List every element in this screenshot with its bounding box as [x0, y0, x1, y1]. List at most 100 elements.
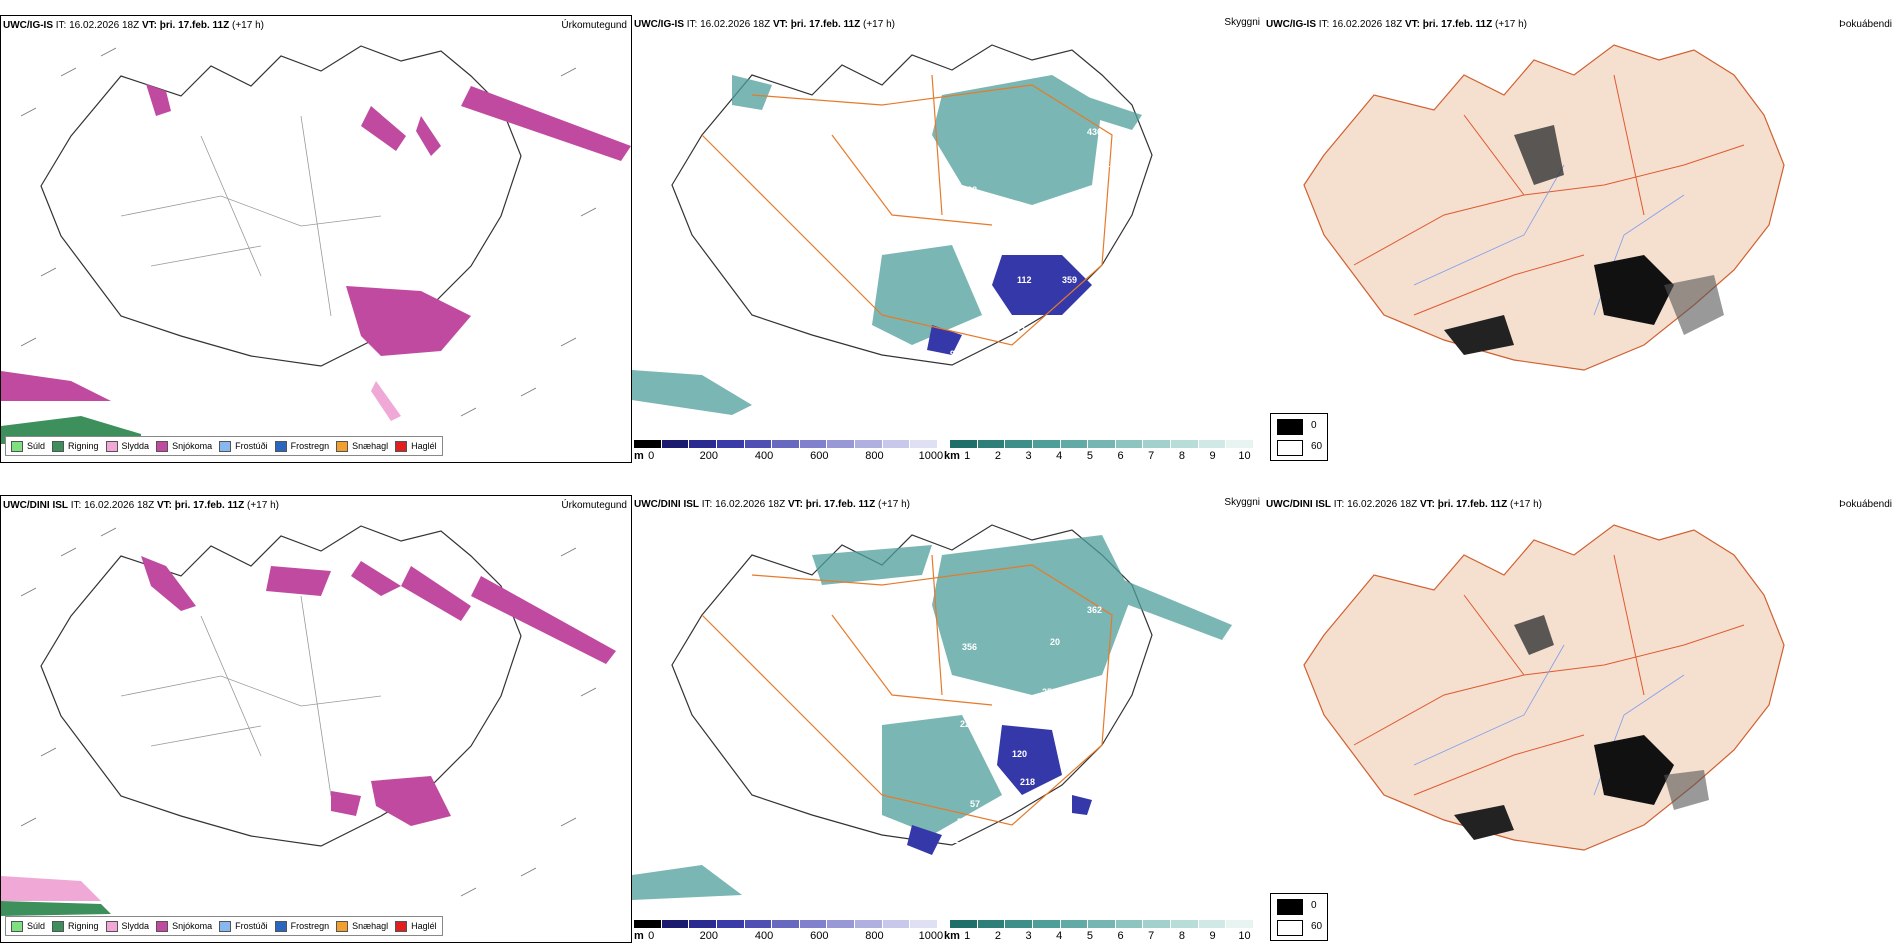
colorbar-tick-label: 0 — [648, 930, 655, 942]
ceiling-value-labels: 436 561 588 596 791 112 359 727 642 921 … — [950, 127, 1125, 359]
ceiling-colorbar — [634, 920, 939, 928]
colorbar-tick-label: 1000 — [918, 930, 944, 942]
colorbar-tick-label: 6 — [1117, 930, 1124, 942]
colorbar-tick-label: 600 — [810, 930, 829, 942]
colorbar-cell — [634, 920, 662, 928]
colorbar-cell — [1032, 440, 1061, 448]
visibility-colorbar — [950, 440, 1255, 448]
colorbar-tick-label: 4 — [1056, 450, 1063, 462]
colorbar-cell — [1198, 440, 1227, 448]
legend-item: Frostúði — [219, 920, 268, 932]
colorbar-tick-label: 9 — [1209, 930, 1216, 942]
colorbar-cell — [744, 920, 773, 928]
colorbar-tick-label: 5 — [1086, 450, 1093, 462]
fog-map-bottom — [1303, 524, 1785, 851]
colorbar-tick-label: 600 — [810, 450, 829, 462]
map-label: 642 — [1010, 325, 1025, 335]
colorbar-cell — [1060, 440, 1089, 448]
fog-legend: 0 60 — [1270, 893, 1328, 941]
panel-title: UWC/DINI ISL IT: 16.02.2026 18Z VT: þri.… — [3, 500, 279, 511]
map-label: 112 — [1017, 275, 1032, 285]
colorbar-cell — [1171, 920, 1199, 928]
fog-index-panel-bottom: Þokuábendi UWC/DINI ISL IT: 16.02.2026 1… — [1264, 495, 1900, 943]
legend-item: Snæhagl — [336, 440, 388, 452]
legend-item: Snæhagl — [336, 920, 388, 932]
legend-item: Snjókoma — [156, 440, 212, 452]
colorbar-cell — [1088, 920, 1116, 928]
colorbar-cell — [1171, 440, 1199, 448]
precip-map-top — [1, 45, 631, 444]
map-label: 594 — [1057, 787, 1072, 797]
colorbar-tick-label: 1 — [964, 930, 971, 942]
legend-item: Frostúði — [219, 440, 268, 452]
panel-title: UWC/IG-IS IT: 16.02.2026 18Z VT: þri. 17… — [1266, 19, 1527, 30]
colorbar-cell — [1198, 920, 1227, 928]
visibility-colorbar — [950, 920, 1255, 928]
colorbar-cell — [661, 440, 690, 448]
legend-item: Súld — [11, 920, 45, 932]
legend-item: Haglél — [395, 920, 437, 932]
colorbar-tick-label: 2 — [994, 930, 1001, 942]
ceiling-colorbar — [634, 440, 939, 448]
colorbar-tick-label: 10 — [1238, 930, 1251, 942]
panel-title: UWC/DINI ISL IT: 16.02.2026 18Z VT: þri.… — [634, 499, 910, 510]
fog-index-panel-top: Þokuábendi UWC/IG-IS IT: 16.02.2026 18Z … — [1264, 15, 1900, 463]
colorbar-cell — [1143, 440, 1172, 448]
colorbar-cell — [716, 920, 745, 928]
ceiling-visibility-panel-top: 436 561 588 596 791 112 359 727 642 921 … — [632, 15, 1264, 463]
colorbar-tick-label: 400 — [754, 450, 774, 462]
map-label: 561 — [1095, 159, 1110, 169]
legend-item: Slydda — [105, 440, 149, 452]
legend-item: Súld — [11, 440, 45, 452]
colorbar-tick-label: 8 — [1178, 930, 1185, 942]
colorbar-cell — [1060, 920, 1089, 928]
fog-legend-swatch-low — [1277, 920, 1303, 936]
panel-title: UWC/DINI ISL IT: 16.02.2026 18Z VT: þri.… — [1266, 499, 1542, 510]
colorbar-cell — [977, 440, 1006, 448]
colorbar-tick-label: 400 — [754, 930, 774, 942]
visibility-unit: km — [944, 930, 960, 942]
colorbar-cell — [827, 440, 856, 448]
colorbar-cell — [827, 920, 856, 928]
map-label: 596 — [1047, 209, 1062, 219]
fog-legend-low: 60 — [1311, 921, 1323, 932]
colorbar-tick-label: 0 — [648, 450, 655, 462]
ceiling-unit: m — [634, 930, 644, 942]
colorbar-tick-label: 1000 — [918, 450, 944, 462]
colorbar-cell — [977, 920, 1006, 928]
visibility-unit: km — [944, 450, 960, 462]
colorbar-cell — [1088, 440, 1116, 448]
map-label: 362 — [1087, 605, 1102, 615]
ceiling-map-bottom: 362 356 20 259 22 120 218 594 57 536 141… — [632, 524, 1232, 900]
legend-item: Rigning — [52, 440, 99, 452]
map-label: 33 — [1117, 745, 1127, 755]
panel-label: Úrkomutegund — [561, 500, 627, 511]
map-label: 90 — [1064, 337, 1074, 347]
colorbar-cell — [744, 440, 773, 448]
colorbar-tick-label: 9 — [1209, 450, 1216, 462]
panel-label: Úrkomutegund — [561, 20, 627, 31]
panel-title: UWC/IG-IS IT: 16.02.2026 18Z VT: þri. 17… — [3, 20, 264, 31]
map-label: 301 — [987, 347, 1002, 357]
colorbar-tick-label: 7 — [1148, 930, 1155, 942]
legend-item: Rigning — [52, 920, 99, 932]
colorbar-cell — [950, 440, 978, 448]
colorbar-cell — [1115, 440, 1144, 448]
panel-label: Þokuábendi — [1839, 499, 1892, 510]
fog-legend-high: 0 — [1311, 900, 1317, 911]
precip-legend: Súld Rigning Slydda Snjókoma Frostúði Fr… — [5, 916, 443, 936]
colorbar-cell — [1005, 440, 1033, 448]
colorbar-cell — [799, 440, 828, 448]
legend-item: Frostregn — [274, 920, 329, 932]
map-label: 536 — [957, 817, 972, 827]
map-label: 259 — [1042, 687, 1057, 697]
precip-type-panel-bottom: UWC/DINI ISL IT: 16.02.2026 18Z VT: þri.… — [0, 495, 632, 943]
map-label: 359 — [1062, 275, 1077, 285]
map-label: 791 — [952, 239, 967, 249]
colorbar-cell — [1143, 920, 1172, 928]
precip-type-panel-top: UWC/IG-IS IT: 16.02.2026 18Z VT: þri. 17… — [0, 15, 632, 463]
colorbar-cell — [882, 920, 911, 928]
ceiling-value-labels: 362 356 20 259 22 120 218 594 57 536 141… — [944, 605, 1127, 845]
precip-map-bottom — [1, 525, 616, 916]
colorbar-cell — [910, 440, 939, 448]
